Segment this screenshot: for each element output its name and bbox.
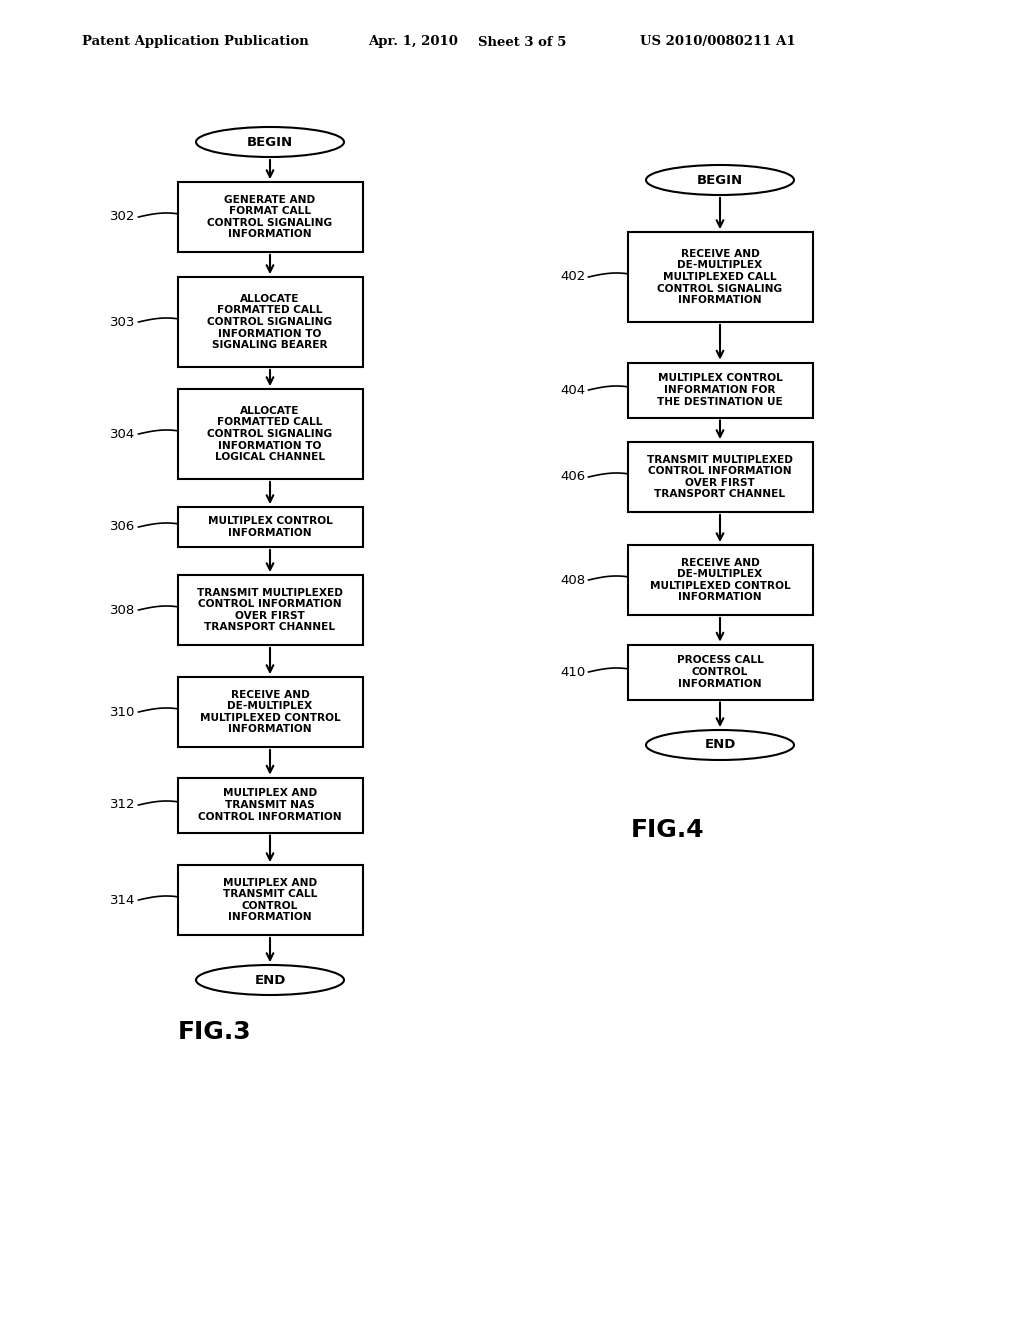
Text: BEGIN: BEGIN: [697, 173, 743, 186]
Text: RECEIVE AND
DE-MULTIPLEX
MULTIPLEXED CONTROL
INFORMATION: RECEIVE AND DE-MULTIPLEX MULTIPLEXED CON…: [200, 689, 340, 734]
FancyBboxPatch shape: [177, 576, 362, 645]
Text: 314: 314: [111, 894, 135, 907]
Text: END: END: [705, 738, 735, 751]
FancyBboxPatch shape: [628, 442, 812, 512]
Text: RECEIVE AND
DE-MULTIPLEX
MULTIPLEXED CALL
CONTROL SIGNALING
INFORMATION: RECEIVE AND DE-MULTIPLEX MULTIPLEXED CAL…: [657, 248, 782, 305]
FancyBboxPatch shape: [628, 363, 812, 417]
FancyBboxPatch shape: [177, 277, 362, 367]
Text: 408: 408: [560, 573, 586, 586]
Text: 406: 406: [560, 470, 586, 483]
Text: MULTIPLEX CONTROL
INFORMATION FOR
THE DESTINATION UE: MULTIPLEX CONTROL INFORMATION FOR THE DE…: [657, 374, 783, 407]
Text: ALLOCATE
FORMATTED CALL
CONTROL SIGNALING
INFORMATION TO
SIGNALING BEARER: ALLOCATE FORMATTED CALL CONTROL SIGNALIN…: [208, 294, 333, 350]
Text: 312: 312: [110, 799, 135, 812]
FancyBboxPatch shape: [177, 677, 362, 747]
Text: END: END: [254, 974, 286, 986]
Text: MULTIPLEX AND
TRANSMIT CALL
CONTROL
INFORMATION: MULTIPLEX AND TRANSMIT CALL CONTROL INFO…: [223, 878, 317, 923]
Text: 303: 303: [111, 315, 135, 329]
FancyBboxPatch shape: [177, 507, 362, 546]
FancyBboxPatch shape: [177, 389, 362, 479]
Text: ALLOCATE
FORMATTED CALL
CONTROL SIGNALING
INFORMATION TO
LOGICAL CHANNEL: ALLOCATE FORMATTED CALL CONTROL SIGNALIN…: [208, 405, 333, 462]
Text: TRANSMIT MULTIPLEXED
CONTROL INFORMATION
OVER FIRST
TRANSPORT CHANNEL: TRANSMIT MULTIPLEXED CONTROL INFORMATION…: [647, 454, 793, 499]
Text: 302: 302: [111, 210, 135, 223]
Text: 308: 308: [111, 603, 135, 616]
Text: BEGIN: BEGIN: [247, 136, 293, 149]
Text: 310: 310: [111, 705, 135, 718]
Text: FIG.4: FIG.4: [631, 818, 705, 842]
Text: Patent Application Publication: Patent Application Publication: [82, 36, 309, 49]
Text: RECEIVE AND
DE-MULTIPLEX
MULTIPLEXED CONTROL
INFORMATION: RECEIVE AND DE-MULTIPLEX MULTIPLEXED CON…: [649, 557, 791, 602]
FancyBboxPatch shape: [177, 182, 362, 252]
FancyBboxPatch shape: [628, 545, 812, 615]
Text: TRANSMIT MULTIPLEXED
CONTROL INFORMATION
OVER FIRST
TRANSPORT CHANNEL: TRANSMIT MULTIPLEXED CONTROL INFORMATION…: [197, 587, 343, 632]
Text: 404: 404: [560, 384, 586, 396]
FancyBboxPatch shape: [628, 644, 812, 700]
FancyBboxPatch shape: [628, 232, 812, 322]
Text: 402: 402: [560, 271, 586, 284]
Text: GENERATE AND
FORMAT CALL
CONTROL SIGNALING
INFORMATION: GENERATE AND FORMAT CALL CONTROL SIGNALI…: [208, 194, 333, 239]
Text: 306: 306: [111, 520, 135, 533]
Text: Apr. 1, 2010: Apr. 1, 2010: [368, 36, 458, 49]
Text: PROCESS CALL
CONTROL
INFORMATION: PROCESS CALL CONTROL INFORMATION: [677, 656, 764, 689]
Text: US 2010/0080211 A1: US 2010/0080211 A1: [640, 36, 796, 49]
Text: FIG.3: FIG.3: [178, 1020, 252, 1044]
Text: Sheet 3 of 5: Sheet 3 of 5: [478, 36, 566, 49]
Text: MULTIPLEX AND
TRANSMIT NAS
CONTROL INFORMATION: MULTIPLEX AND TRANSMIT NAS CONTROL INFOR…: [199, 788, 342, 821]
Text: 304: 304: [111, 428, 135, 441]
Text: MULTIPLEX CONTROL
INFORMATION: MULTIPLEX CONTROL INFORMATION: [208, 516, 333, 537]
FancyBboxPatch shape: [177, 865, 362, 935]
Text: 410: 410: [560, 665, 586, 678]
FancyBboxPatch shape: [177, 777, 362, 833]
